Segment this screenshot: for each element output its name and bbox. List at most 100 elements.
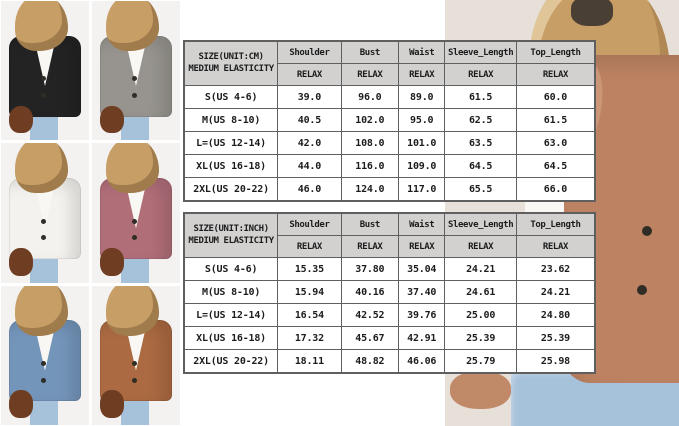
blazer-button (41, 218, 47, 224)
brown-bag (99, 247, 124, 276)
col-header-sleeve-length: Sleeve_Length (444, 40, 517, 64)
blazer-button (41, 360, 47, 366)
chart-title: SIZE(UNIT:INCH) (193, 223, 269, 234)
size-value-cell: 37.80 (340, 257, 400, 281)
fit-label: RELAX (444, 63, 517, 86)
blazer-button (132, 76, 138, 82)
model-hair (106, 143, 159, 194)
size-value-cell: 24.21 (444, 257, 517, 281)
brown-bag (8, 105, 33, 134)
size-value-cell: 108.0 (340, 131, 400, 155)
table-row: L=(US 12-14) 42.0 108.0 101.0 63.5 63.0 (183, 131, 596, 155)
size-value-cell: 45.67 (340, 326, 400, 350)
size-label: XL(US 16-18) (183, 154, 279, 178)
size-value-cell: 16.54 (277, 303, 342, 327)
variant-photo-brown-blazer (92, 285, 180, 425)
col-header-top-length: Top_Length (515, 212, 596, 236)
col-header-waist: Waist (398, 212, 446, 236)
size-value-cell: 48.82 (340, 349, 400, 374)
size-value-cell: 24.61 (444, 280, 517, 304)
fit-label: RELAX (398, 235, 446, 258)
size-value-cell: 40.5 (277, 108, 342, 132)
variant-photo-rose-blazer (92, 143, 180, 283)
size-label: M(US 8-10) (183, 280, 279, 304)
size-value-cell: 25.00 (444, 303, 517, 327)
col-header-bust: Bust (340, 212, 400, 236)
table-row: S(US 4-6) 39.0 96.0 89.0 61.5 60.0 (183, 85, 596, 109)
size-value-cell: 61.5 (444, 85, 517, 109)
size-value-cell: 63.5 (444, 131, 517, 155)
variant-photo-white-blazer (1, 143, 89, 283)
size-value-cell: 39.0 (277, 85, 342, 109)
size-label: XL(US 16-18) (183, 326, 279, 350)
size-value-cell: 24.21 (515, 280, 596, 304)
table-row: M(US 8-10) 40.5 102.0 95.0 62.5 61.5 (183, 108, 596, 132)
blazer-button (636, 285, 647, 296)
variant-photo-black-blazer (1, 1, 89, 141)
size-value-cell: 96.0 (340, 85, 400, 109)
variant-photo-grid (1, 1, 180, 425)
fit-label: RELAX (340, 63, 400, 86)
sunglasses-on-head (571, 0, 614, 26)
size-value-cell: 60.0 (515, 85, 596, 109)
brown-bag (99, 105, 124, 134)
fit-label: RELAX (340, 235, 400, 258)
table-row: XL(US 16-18) 44.0 116.0 109.0 64.5 64.5 (183, 154, 596, 178)
size-value-cell: 109.0 (398, 154, 446, 178)
blazer-button (41, 76, 47, 82)
fit-label: RELAX (277, 63, 342, 86)
size-value-cell: 15.35 (277, 257, 342, 281)
size-chart-table-inch: SIZE(UNIT:INCH) MEDIUM ELASTICITY Should… (183, 212, 596, 374)
blazer-button (132, 218, 138, 224)
size-value-cell: 17.32 (277, 326, 342, 350)
size-value-cell: 66.0 (515, 177, 596, 202)
size-label: L=(US 12-14) (183, 131, 279, 155)
size-value-cell: 25.98 (515, 349, 596, 374)
col-header-shoulder: Shoulder (277, 40, 342, 64)
size-value-cell: 15.94 (277, 280, 342, 304)
size-value-cell: 25.79 (444, 349, 517, 374)
blazer-button (41, 377, 47, 383)
fit-label: RELAX (277, 235, 342, 258)
size-value-cell: 40.16 (340, 280, 400, 304)
size-label: M(US 8-10) (183, 108, 279, 132)
size-label: S(US 4-6) (183, 257, 279, 281)
table-row: XL(US 16-18) 17.32 45.67 42.91 25.39 25.… (183, 326, 596, 350)
model-hair (15, 1, 68, 52)
size-value-cell: 46.06 (398, 349, 446, 374)
chart-subtitle: MEDIUM ELASTICITY (188, 63, 274, 74)
brown-bag (8, 247, 33, 276)
table-row: M(US 8-10) 15.94 40.16 37.40 24.61 24.21 (183, 280, 596, 304)
size-value-cell: 25.39 (444, 326, 517, 350)
blazer-button (41, 92, 47, 98)
size-label: L=(US 12-14) (183, 303, 279, 327)
brown-bag (8, 390, 33, 419)
fit-label: RELAX (444, 235, 517, 258)
size-value-cell: 39.76 (398, 303, 446, 327)
size-value-cell: 25.39 (515, 326, 596, 350)
chart-subtitle: MEDIUM ELASTICITY (188, 235, 274, 246)
model-hair (106, 1, 159, 52)
jeans-shape (30, 258, 59, 283)
size-value-cell: 24.80 (515, 303, 596, 327)
size-value-cell: 42.52 (340, 303, 400, 327)
model-hair (15, 285, 68, 336)
jeans-shape (30, 401, 59, 425)
size-value-cell: 23.62 (515, 257, 596, 281)
col-header-shoulder: Shoulder (277, 212, 342, 236)
blazer-button (132, 235, 138, 241)
size-value-cell: 44.0 (277, 154, 342, 178)
size-value-cell: 61.5 (515, 108, 596, 132)
col-header-bust: Bust (340, 40, 400, 64)
size-value-cell: 124.0 (340, 177, 400, 202)
jeans-shape (30, 116, 59, 141)
brown-bag (99, 390, 124, 419)
table-row: 2XL(US 20-22) 46.0 124.0 117.0 65.5 66.0 (183, 177, 596, 202)
size-value-cell: 65.5 (444, 177, 517, 202)
blazer-button (132, 92, 138, 98)
blazer-button (132, 360, 138, 366)
model-hand (449, 370, 511, 409)
size-value-cell: 46.0 (277, 177, 342, 202)
size-label: S(US 4-6) (183, 85, 279, 109)
